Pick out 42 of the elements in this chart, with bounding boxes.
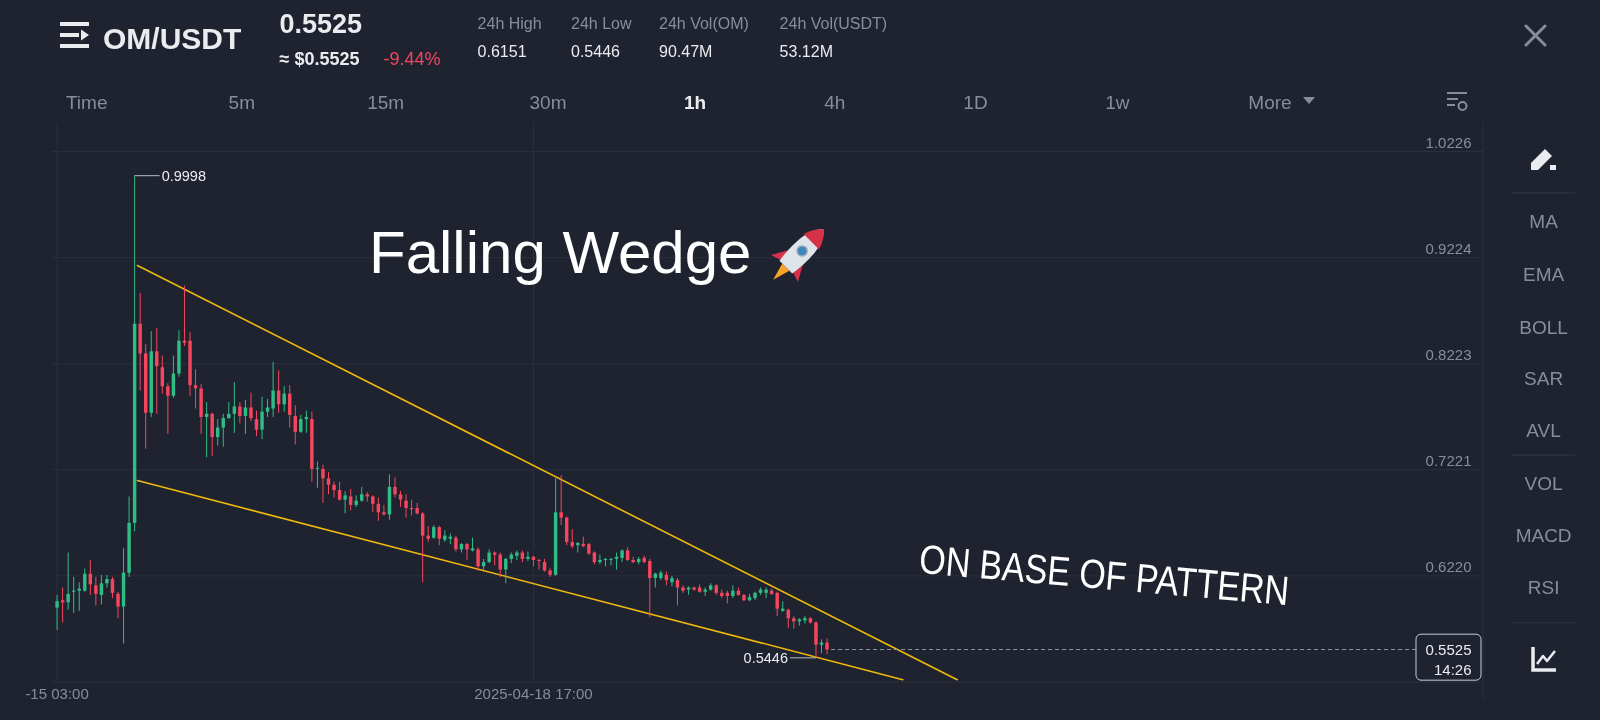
text: 90.47M xyxy=(659,43,713,60)
text: MACD xyxy=(1515,524,1572,546)
text: 1w xyxy=(1105,92,1130,113)
annotation: 14:26 xyxy=(1433,661,1472,678)
text: 24h High xyxy=(477,15,542,32)
text: EMA xyxy=(1523,264,1565,286)
text: VOL xyxy=(1524,473,1563,494)
text: 0.6151 xyxy=(477,43,527,60)
ref-line-label: 0.5525 xyxy=(1425,640,1472,658)
x-tick-label: 2025-04-18 17:00 xyxy=(474,685,593,702)
y-tick-label: 0.7221 xyxy=(1425,451,1472,469)
text: SAR xyxy=(1524,368,1564,390)
text: 1D xyxy=(963,92,988,113)
text: -9.44% xyxy=(383,49,441,69)
text: 53.12M xyxy=(779,43,833,60)
text: 24h Vol(USDT) xyxy=(779,15,888,32)
text: 0.5525 xyxy=(279,9,363,39)
annotation: 0.5446 xyxy=(743,649,788,666)
text: 24h Vol(OM) xyxy=(659,15,749,32)
text: ≈ $0.5525 xyxy=(279,49,360,69)
y-tick-label: 1.0226 xyxy=(1425,133,1472,151)
text: 5m xyxy=(228,92,255,113)
y-tick-label: 0.8223 xyxy=(1425,345,1472,363)
y-tick-label: 0.6220 xyxy=(1425,557,1472,575)
text: 4h xyxy=(824,92,846,113)
y-tick-label: 0.9224 xyxy=(1425,239,1472,257)
annotation: 0.9998 xyxy=(161,167,206,184)
text: 1h xyxy=(683,92,707,113)
text: 24h Low xyxy=(571,15,632,32)
annotation: ON BASE OF PATTERN xyxy=(917,536,1291,614)
annotation: Falling Wedge xyxy=(369,219,752,286)
x-tick-label: -15 03:00 xyxy=(25,685,89,702)
text: Time xyxy=(65,92,108,113)
text: 0.5446 xyxy=(571,43,621,60)
text: MA xyxy=(1529,211,1559,233)
text: AVL xyxy=(1526,420,1561,442)
chart-title: OM/USDT xyxy=(103,21,242,55)
text: BOLL xyxy=(1519,316,1568,338)
text: More xyxy=(1248,92,1292,113)
text: RSI xyxy=(1527,577,1560,599)
text: 15m xyxy=(367,92,405,113)
text: 30m xyxy=(529,92,567,113)
